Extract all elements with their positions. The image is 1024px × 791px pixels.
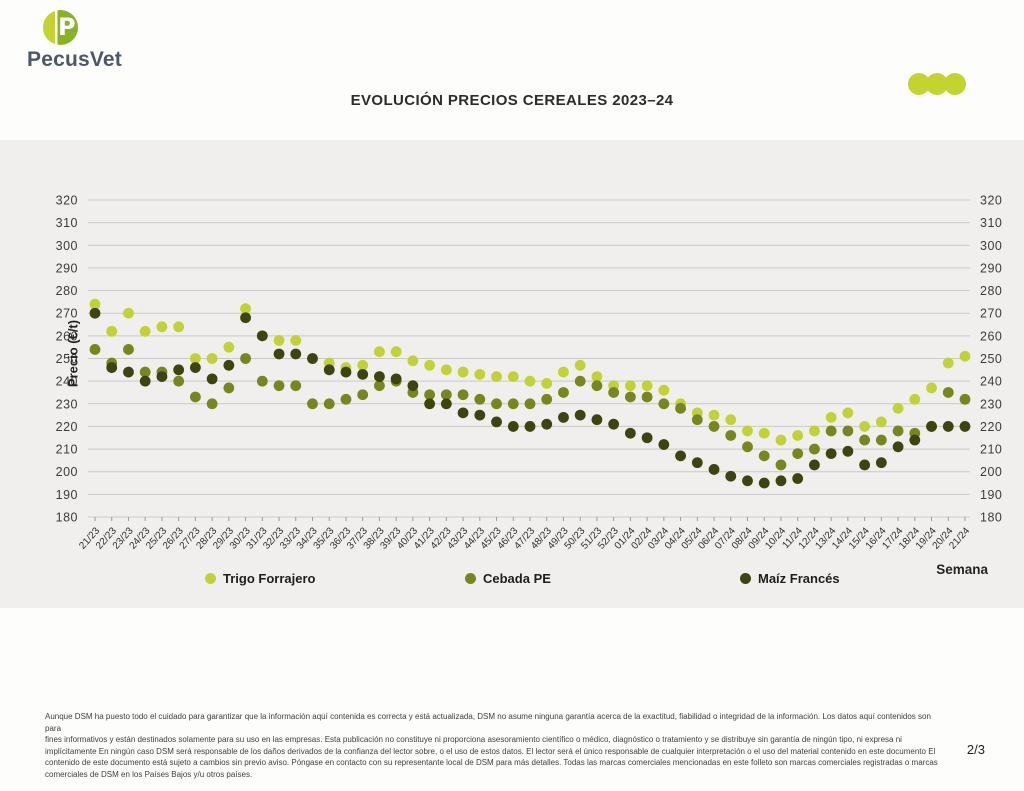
- svg-text:260: 260: [980, 329, 1002, 343]
- svg-text:240: 240: [56, 375, 78, 389]
- svg-text:190: 190: [56, 488, 78, 502]
- svg-text:260: 260: [56, 329, 78, 343]
- legend-item-trigo-forrajero: Trigo Forrajero: [205, 571, 315, 586]
- y-axis-label: Precio (€/t): [65, 319, 81, 388]
- svg-text:320: 320: [56, 194, 78, 208]
- pecusvet-logo: P PecusVet: [27, 10, 185, 72]
- svg-text:270: 270: [56, 307, 78, 321]
- disclaimer-text: Aunque DSM ha puesto todo el cuidado par…: [45, 712, 938, 779]
- decor-dot-icon: [926, 73, 948, 95]
- svg-text:200: 200: [980, 465, 1002, 479]
- legend-label: Trigo Forrajero: [223, 571, 316, 586]
- x-axis-label: Semana: [936, 562, 988, 577]
- legend-label: Maíz Francés: [758, 571, 840, 586]
- legend-item-cebada-pe: Cebada PE: [465, 571, 551, 586]
- x-ticks: [94, 517, 966, 521]
- svg-text:230: 230: [56, 397, 78, 411]
- svg-text:270: 270: [980, 307, 1002, 321]
- pecusvet-logo-icon: P: [43, 10, 78, 45]
- svg-text:320: 320: [980, 194, 1002, 208]
- svg-text:240: 240: [980, 375, 1002, 389]
- svg-text:210: 210: [980, 443, 1002, 457]
- svg-text:250: 250: [56, 352, 78, 366]
- svg-text:220: 220: [980, 420, 1002, 434]
- legend-dot-icon: [740, 573, 751, 584]
- gridlines: [88, 199, 970, 518]
- svg-text:210: 210: [56, 443, 78, 457]
- svg-text:280: 280: [56, 284, 78, 298]
- logo-p-letter: P: [58, 13, 76, 41]
- svg-text:290: 290: [980, 261, 1002, 275]
- decor-dot-icon: [944, 73, 966, 95]
- svg-text:250: 250: [980, 352, 1002, 366]
- svg-text:190: 190: [980, 488, 1002, 502]
- decor-dot-icon: [908, 73, 930, 95]
- dots-series-1: [89, 344, 971, 471]
- svg-text:220: 220: [56, 420, 78, 434]
- x-tick-labels: 21/2322/2323/2324/2325/2326/2327/2328/23…: [77, 525, 972, 551]
- svg-text:300: 300: [56, 239, 78, 253]
- svg-text:310: 310: [980, 216, 1002, 230]
- svg-text:310: 310: [56, 216, 78, 230]
- svg-text:180: 180: [56, 511, 78, 525]
- header-decor-dots: [908, 73, 966, 95]
- svg-text:280: 280: [980, 284, 1002, 298]
- legend-item-maiz-frances: Maíz Francés: [740, 571, 840, 586]
- svg-text:290: 290: [56, 261, 78, 275]
- page-number: 2/3: [966, 742, 985, 757]
- page-title: EVOLUCIÓN PRECIOS CEREALES 2023–24: [350, 92, 674, 109]
- logo-circle-shape: [43, 10, 78, 45]
- brand-name: PecusVet: [27, 48, 122, 71]
- svg-text:180: 180: [980, 511, 1002, 525]
- legend-label: Cebada PE: [483, 571, 551, 586]
- legend-dot-icon: [465, 573, 476, 584]
- y-tick-labels: 320 320 310 310 300 300 290 290 280 280 270 270 260 2…: [56, 194, 1002, 525]
- dots-series-2: [89, 307, 971, 489]
- legend-dot-icon: [205, 573, 216, 584]
- svg-text:300: 300: [980, 239, 1002, 253]
- svg-text:200: 200: [56, 465, 78, 479]
- svg-text:230: 230: [980, 397, 1002, 411]
